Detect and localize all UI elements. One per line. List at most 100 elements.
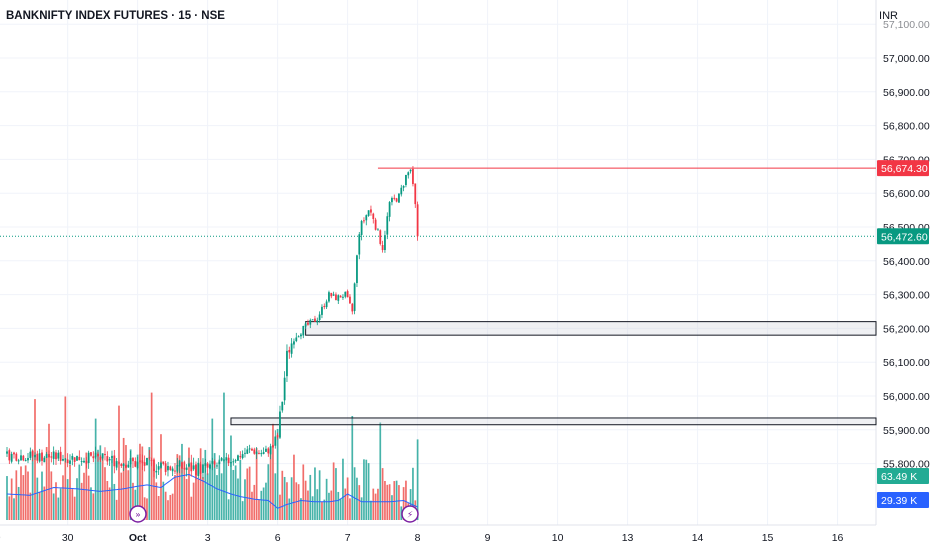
candle-body xyxy=(134,461,137,467)
candle-body xyxy=(24,460,27,462)
volume-bar xyxy=(113,483,116,520)
volume-bar xyxy=(169,494,172,520)
candle-body xyxy=(281,401,284,411)
candle-body xyxy=(204,463,207,466)
last-price-badge-text: 56,472.60 xyxy=(881,231,928,243)
lightning-icon[interactable] xyxy=(401,505,419,523)
candle-body xyxy=(10,453,13,462)
candle-body xyxy=(52,451,55,459)
candle-body xyxy=(17,460,20,462)
candle-body xyxy=(311,319,314,321)
candle-body xyxy=(202,464,204,473)
volume-bar xyxy=(132,482,134,520)
volume-bar xyxy=(412,467,414,520)
candle-body xyxy=(337,295,340,301)
candle-body xyxy=(64,458,67,460)
candle-body xyxy=(101,453,104,459)
candle-body xyxy=(108,459,111,461)
candle-body xyxy=(407,172,410,176)
candle-body xyxy=(6,451,8,454)
time-tick-label: 15 xyxy=(762,532,774,544)
volume-bar xyxy=(202,477,204,520)
volume-bar xyxy=(83,472,85,520)
volume-bar xyxy=(337,491,340,520)
volume-bar xyxy=(69,464,71,520)
volume-bar xyxy=(101,455,104,520)
volume-bar xyxy=(80,482,83,520)
candle-body xyxy=(92,456,95,459)
volume-bar xyxy=(302,464,305,520)
candle-body xyxy=(332,294,335,296)
volume-bar xyxy=(206,473,209,520)
time-tick-label: 10 xyxy=(552,532,564,544)
candle-body xyxy=(253,449,256,454)
candle-body xyxy=(344,291,347,297)
candle-body xyxy=(251,448,253,451)
candle-body xyxy=(15,453,18,461)
support-zone[interactable] xyxy=(305,321,877,336)
volume-bar xyxy=(402,487,405,520)
candle-body xyxy=(59,451,62,461)
volume-bar xyxy=(146,498,148,520)
volume-bar xyxy=(309,474,312,520)
candle-body xyxy=(349,296,351,304)
candle-body xyxy=(237,455,239,461)
candle-body xyxy=(94,452,97,458)
candle-body xyxy=(328,292,330,302)
volume-bar xyxy=(178,455,181,520)
volume-bar xyxy=(29,492,32,520)
candle-body xyxy=(288,349,291,353)
volume-bar xyxy=(174,474,176,520)
volume-bar xyxy=(99,445,102,520)
symbol-title[interactable]: BANKNIFTY INDEX FUTURES · 15 · NSE xyxy=(6,10,225,22)
volume-bar xyxy=(248,466,251,520)
volume-bar xyxy=(288,498,291,520)
volume-bar xyxy=(318,470,321,520)
candle-body xyxy=(73,457,76,462)
candle-body xyxy=(139,460,141,462)
candle-body xyxy=(90,452,92,456)
volume-bar xyxy=(24,465,27,520)
volume-bar xyxy=(286,482,288,520)
volume-bar xyxy=(377,488,379,520)
volume-bar xyxy=(281,470,284,520)
currency-label[interactable]: INR xyxy=(879,10,898,22)
volume-bar xyxy=(190,496,193,520)
price-tick-label: 56,800.00 xyxy=(883,121,930,133)
candle-body xyxy=(132,458,134,462)
candle-body xyxy=(167,465,169,471)
volume-bar xyxy=(66,479,69,520)
volume-bar xyxy=(97,449,99,520)
price-tick-label: 56,000.00 xyxy=(883,391,930,403)
volume-bar xyxy=(38,491,41,520)
candle-body xyxy=(279,411,281,438)
volume-bar xyxy=(197,478,200,520)
volume-badge-bg xyxy=(877,468,929,484)
candle-body xyxy=(169,466,172,470)
candle-body xyxy=(227,457,230,464)
lightning-icon-glyph: ⚡ xyxy=(407,511,413,521)
candle-body xyxy=(118,462,120,464)
volume-bar xyxy=(351,416,354,520)
candle-body xyxy=(339,295,342,298)
candle-body xyxy=(325,301,328,308)
support-zone[interactable] xyxy=(230,417,877,426)
volume-bar xyxy=(239,459,242,520)
volume-bar xyxy=(398,485,400,520)
volume-bar xyxy=(295,482,298,520)
candle-body xyxy=(297,336,300,338)
volume-bar xyxy=(55,482,57,520)
volume-bar xyxy=(344,488,347,520)
volume-bar xyxy=(395,480,398,520)
volume-bar xyxy=(223,392,225,520)
volume-bar xyxy=(85,452,88,520)
session-break-icon[interactable] xyxy=(129,505,147,523)
volume-bar xyxy=(267,464,270,520)
volume-bar xyxy=(157,496,160,520)
volume-bar xyxy=(92,493,95,520)
candle-body xyxy=(269,446,272,455)
candle-body xyxy=(27,457,29,461)
candle-body xyxy=(104,453,106,456)
